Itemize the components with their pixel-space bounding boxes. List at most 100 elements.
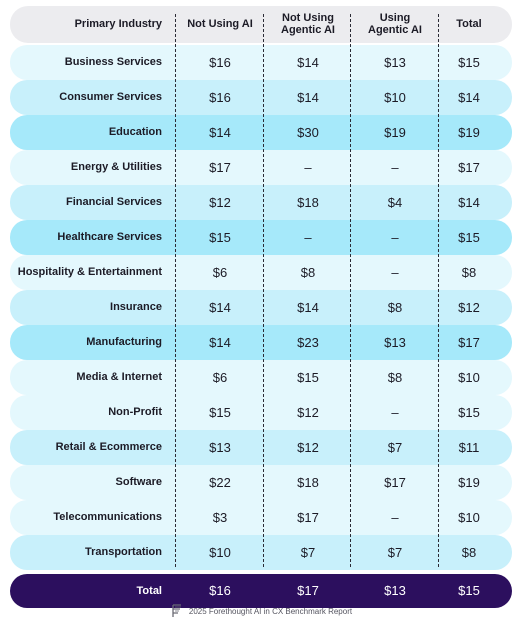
column-divider — [350, 14, 351, 567]
total-cell: $8 — [461, 544, 477, 560]
using-agentic-ai-cell: $10 — [384, 89, 406, 105]
not-using-ai-cell: $14 — [209, 334, 231, 350]
header-primary-industry: Primary Industry — [74, 17, 162, 30]
header-not-using-agentic-ai-line1: Not Using — [282, 11, 334, 24]
total-cell: $15 — [458, 54, 480, 70]
total-not-using-ai: $16 — [209, 583, 231, 598]
header-not-using-agentic-ai-line2: Agentic AI — [281, 23, 335, 36]
not-using-agentic-ai-cell: – — [304, 229, 312, 245]
table-row: Business Services $16 $14 $13 $15 — [10, 45, 512, 80]
industry-cell: Healthcare Services — [57, 231, 162, 244]
not-using-ai-cell: $22 — [209, 474, 231, 490]
using-agentic-ai-cell: – — [391, 509, 399, 525]
industry-cell: Consumer Services — [59, 91, 162, 104]
table-row: Education $14 $30 $19 $19 — [10, 115, 512, 150]
table-row: Insurance $14 $14 $8 $12 — [10, 290, 512, 325]
table-row: Manufacturing $14 $23 $13 $17 — [10, 325, 512, 360]
table-row: Consumer Services $16 $14 $10 $14 — [10, 80, 512, 115]
not-using-agentic-ai-cell: $14 — [297, 89, 319, 105]
not-using-agentic-ai-cell: $30 — [297, 124, 319, 140]
using-agentic-ai-cell: $7 — [387, 544, 403, 560]
using-agentic-ai-cell: – — [391, 404, 399, 420]
total-row-label: Total — [136, 584, 162, 597]
not-using-ai-cell: $14 — [209, 299, 231, 315]
total-cell: $10 — [458, 509, 480, 525]
total-cell: $19 — [458, 474, 480, 490]
industry-cell: Retail & Ecommerce — [55, 441, 162, 454]
table-row: Software $22 $18 $17 $19 — [10, 465, 512, 500]
total-cell: $17 — [458, 159, 480, 175]
not-using-ai-cell: $16 — [209, 89, 231, 105]
total-cell: $12 — [458, 299, 480, 315]
table-row: Transportation $10 $7 $7 $8 — [10, 535, 512, 570]
forethought-logo-icon — [172, 604, 181, 617]
footer: 2025 Forethought AI in CX Benchmark Repo… — [0, 604, 523, 618]
industry-cell: Manufacturing — [86, 336, 162, 349]
using-agentic-ai-cell: $13 — [384, 334, 406, 350]
total-cell: $14 — [458, 89, 480, 105]
industry-cell: Financial Services — [66, 196, 162, 209]
total-cell: $19 — [458, 124, 480, 140]
table-row: Retail & Ecommerce $13 $12 $7 $11 — [10, 430, 512, 465]
industry-cell: Insurance — [110, 301, 162, 314]
not-using-ai-cell: $6 — [212, 369, 228, 385]
total-total: $15 — [458, 583, 480, 598]
using-agentic-ai-cell: – — [391, 229, 399, 245]
using-agentic-ai-cell: $8 — [387, 299, 403, 315]
not-using-agentic-ai-cell: $8 — [300, 264, 316, 280]
not-using-ai-cell: $15 — [209, 229, 231, 245]
using-agentic-ai-cell: – — [391, 159, 399, 175]
column-divider — [438, 14, 439, 567]
table-row: Energy & Utilities $17 – – $17 — [10, 150, 512, 185]
table-row: Healthcare Services $15 – – $15 — [10, 220, 512, 255]
not-using-ai-cell: $3 — [212, 509, 228, 525]
industry-cell: Hospitality & Entertainment — [17, 266, 162, 279]
total-cell: $14 — [458, 194, 480, 210]
not-using-ai-cell: $10 — [209, 544, 231, 560]
using-agentic-ai-cell: – — [391, 264, 399, 280]
header-not-using-agentic-ai: Not Using Agentic AI — [265, 6, 351, 43]
header-using-agentic-ai: Using Agentic AI — [352, 6, 438, 43]
not-using-agentic-ai-cell: $18 — [297, 194, 319, 210]
footer-text: 2025 Forethought AI in CX Benchmark Repo… — [188, 606, 353, 616]
not-using-agentic-ai-cell: $18 — [297, 474, 319, 490]
not-using-agentic-ai-cell: $7 — [300, 544, 316, 560]
total-cell: $10 — [458, 369, 480, 385]
not-using-ai-cell: $13 — [209, 439, 231, 455]
header-using-agentic-ai-line2: Agentic AI — [368, 23, 422, 36]
not-using-ai-cell: $17 — [209, 159, 231, 175]
not-using-agentic-ai-cell: $14 — [297, 299, 319, 315]
using-agentic-ai-cell: $4 — [387, 194, 403, 210]
benchmark-table: Primary Industry Not Using AI Not Using … — [10, 6, 512, 608]
not-using-agentic-ai-cell: $14 — [297, 54, 319, 70]
table-row: Financial Services $12 $18 $4 $14 — [10, 185, 512, 220]
not-using-ai-cell: $14 — [209, 124, 231, 140]
table-row: Hospitality & Entertainment $6 $8 – $8 — [10, 255, 512, 290]
not-using-agentic-ai-cell: $12 — [297, 439, 319, 455]
using-agentic-ai-cell: $19 — [384, 124, 406, 140]
column-divider — [175, 14, 176, 567]
total-cell: $17 — [458, 334, 480, 350]
table-total-row: Total $16 $17 $13 $15 — [10, 573, 512, 608]
table-row: Non-Profit $15 $12 – $15 — [10, 395, 512, 430]
not-using-ai-cell: $12 — [209, 194, 231, 210]
industry-cell: Education — [108, 126, 162, 139]
column-divider — [263, 14, 264, 567]
header-total: Total — [456, 17, 482, 30]
table-header-row: Primary Industry Not Using AI Not Using … — [10, 6, 512, 43]
not-using-ai-cell: $16 — [209, 54, 231, 70]
industry-cell: Transportation — [84, 546, 162, 559]
total-using-agentic-ai: $13 — [384, 583, 406, 598]
not-using-agentic-ai-cell: $12 — [297, 404, 319, 420]
using-agentic-ai-cell: $17 — [384, 474, 406, 490]
not-using-agentic-ai-cell: $17 — [297, 509, 319, 525]
header-not-using-ai: Not Using AI — [187, 17, 253, 30]
not-using-agentic-ai-cell: – — [304, 159, 312, 175]
industry-cell: Software — [115, 476, 162, 489]
industry-cell: Media & Internet — [76, 371, 162, 384]
not-using-agentic-ai-cell: $15 — [297, 369, 319, 385]
total-cell: $8 — [461, 264, 477, 280]
total-cell: $15 — [458, 229, 480, 245]
not-using-ai-cell: $6 — [212, 264, 228, 280]
not-using-ai-cell: $15 — [209, 404, 231, 420]
